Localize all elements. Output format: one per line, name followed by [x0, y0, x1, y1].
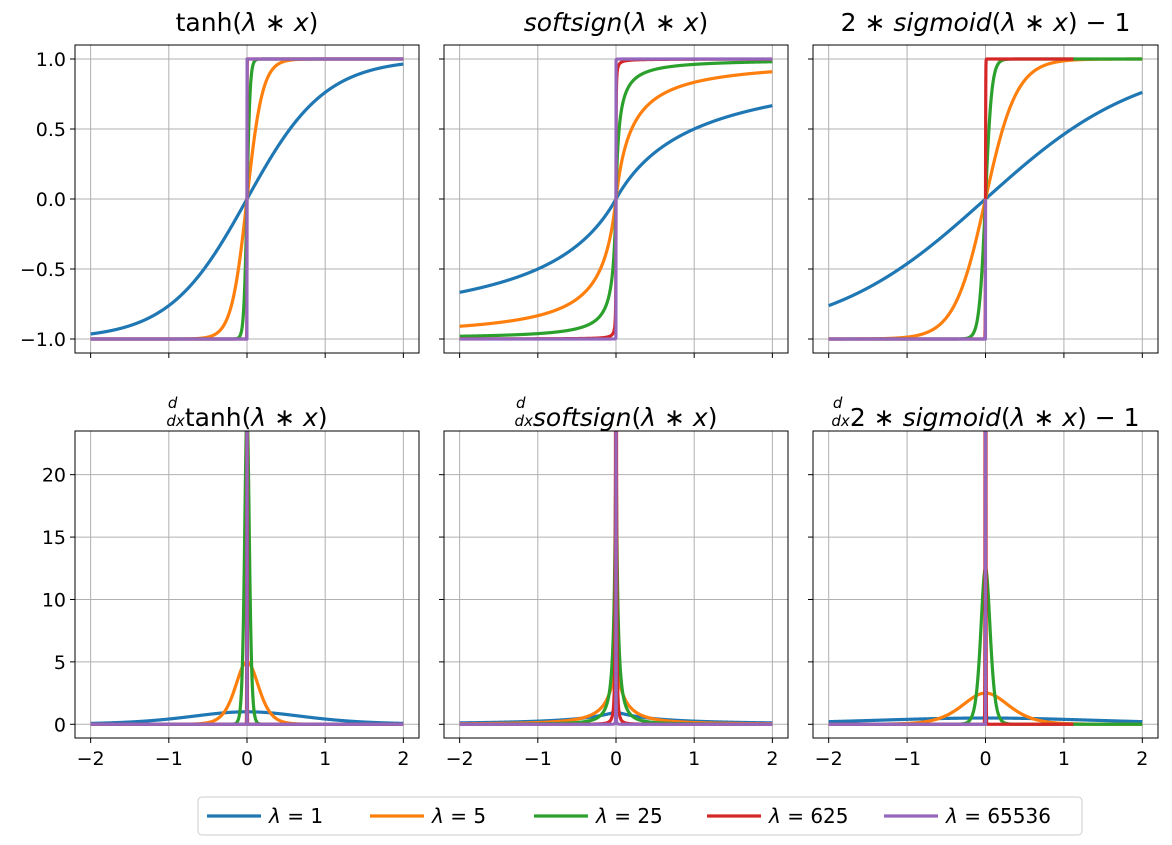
derivative-denominator: dx: [515, 412, 534, 430]
subplot-title: softsign(λ ∗ x): [524, 8, 709, 37]
derivative-numerator: d: [516, 394, 526, 412]
subplot-title: tanh(λ ∗ x): [176, 8, 319, 37]
x-tick-label: 2: [1136, 748, 1148, 770]
y-tick-label: −0.5: [20, 259, 66, 281]
series-lines: [458, 431, 774, 726]
series-lines: [89, 431, 405, 726]
series-lines: [458, 57, 774, 341]
series-lines: [89, 57, 405, 341]
x-tick-label: 1: [688, 748, 700, 770]
series-lines: [827, 431, 1144, 726]
legend-label-lambda-1: λ = 1: [268, 804, 323, 828]
x-tick-label: 2: [766, 748, 778, 770]
derivative-numerator: d: [833, 394, 843, 412]
y-tick-label: 0: [54, 714, 66, 736]
series-line-lambda-65536: [458, 431, 774, 726]
x-tick-label: −1: [155, 748, 183, 770]
y-tick-label: 0.5: [36, 119, 66, 141]
x-tick-label: −2: [815, 748, 843, 770]
derivative-denominator: dx: [166, 412, 185, 430]
subplot-sigmoid2: 2 ∗ sigmoid(λ ∗ x) − 1: [808, 8, 1159, 358]
series-line-lambda-65536: [89, 57, 405, 341]
series-line-lambda-65536: [458, 57, 774, 341]
y-tick-label: 5: [54, 652, 66, 674]
subplot-dsoftsign: −2 −1 0 1 2 d dxsoftsign(λ ∗ x): [439, 394, 789, 770]
x-tick-label: −2: [446, 748, 474, 770]
subplot-softsign: softsign(λ ∗ x): [439, 8, 789, 358]
subplot-tanh: −1.0 −0.5 0.0 0.5 1.0 tanh(λ ∗ x): [20, 8, 420, 358]
subplot-title: d dxtanh(λ ∗ x): [166, 394, 327, 432]
y-tick-label: 10: [42, 589, 66, 611]
derivative-denominator: dx: [831, 412, 850, 430]
y-tick-label: 15: [42, 527, 66, 549]
legend: λ = 1 λ = 5 λ = 25 λ = 625 λ = 65536: [197, 796, 1083, 836]
series-line-lambda-65536: [89, 431, 405, 726]
x-tick-label: 0: [241, 748, 253, 770]
series-lines: [827, 57, 1144, 341]
x-tick-label: −1: [524, 748, 552, 770]
derivative-numerator: d: [168, 394, 178, 412]
x-tick-label: 0: [979, 748, 991, 770]
legend-label-lambda-5: λ = 5: [431, 804, 486, 828]
x-tick-label: 1: [1058, 748, 1070, 770]
subplot-dsigmoid2: −2 −1 0 1 2 d dx2 ∗ sigmoid(λ ∗ x) − 1: [808, 394, 1159, 770]
x-tick-label: 1: [319, 748, 331, 770]
subplot-title: 2 ∗ sigmoid(λ ∗ x) − 1: [841, 8, 1131, 37]
legend-box: [197, 796, 1083, 836]
legend-label-lambda-25: λ = 25: [595, 804, 663, 828]
y-tick-label: 20: [42, 465, 66, 487]
x-tick-label: 0: [610, 748, 622, 770]
y-tick-label: 0.0: [36, 189, 66, 211]
subplot-title: d dxsoftsign(λ ∗ x): [515, 394, 718, 432]
x-tick-label: −2: [77, 748, 105, 770]
y-tick-label: −1.0: [20, 329, 66, 351]
x-tick-label: −1: [893, 748, 921, 770]
series-line-lambda-65536: [827, 198, 988, 341]
x-tick-label: 2: [397, 748, 409, 770]
legend-label-lambda-65536: λ = 65536: [945, 804, 1051, 828]
subplot-title: d dx2 ∗ sigmoid(λ ∗ x) − 1: [831, 394, 1139, 432]
y-tick-label: 1.0: [36, 49, 66, 71]
series-line-lambda-65536: [827, 431, 988, 726]
legend-label-lambda-625: λ = 625: [768, 804, 849, 828]
